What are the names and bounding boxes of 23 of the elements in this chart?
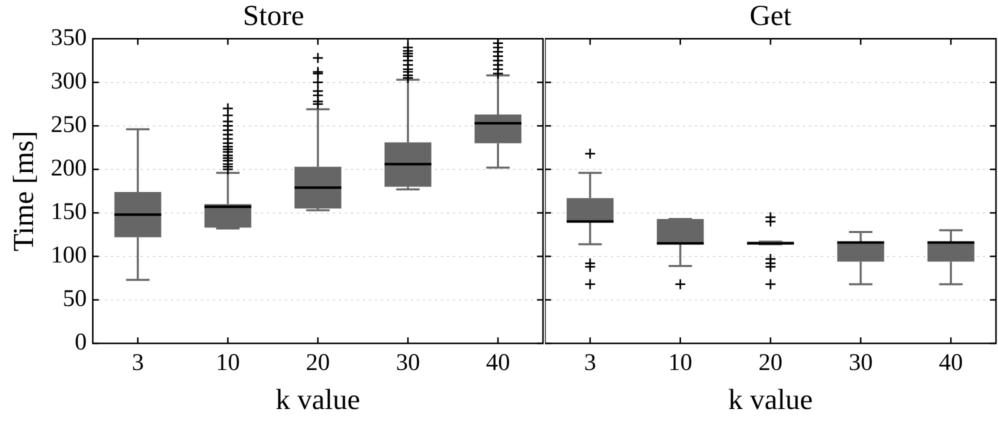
y-tick-label: 250 bbox=[50, 112, 87, 138]
x-tick-label: 40 bbox=[938, 350, 963, 376]
x-axis-title: k value bbox=[276, 384, 360, 416]
y-tick-label: 350 bbox=[50, 25, 87, 52]
x-tick-label: 30 bbox=[396, 350, 420, 376]
x-tick-label: 10 bbox=[668, 350, 692, 376]
y-tick-label: 100 bbox=[50, 242, 87, 269]
x-tick-label: 20 bbox=[306, 350, 330, 376]
x-tick-label: 3 bbox=[584, 350, 596, 376]
x-tick-label: 40 bbox=[486, 350, 510, 376]
x-tick-label: 3 bbox=[132, 350, 144, 376]
x-tick-label: 30 bbox=[848, 350, 873, 376]
chart-title: Get bbox=[750, 0, 792, 32]
y-tick-label: 150 bbox=[50, 199, 87, 226]
x-tick-label: 20 bbox=[758, 350, 782, 376]
y-axis-title: Time [ms] bbox=[8, 130, 40, 252]
y-tick-label: 300 bbox=[50, 68, 87, 95]
y-tick-label: 0 bbox=[74, 330, 87, 356]
y-tick-label: 50 bbox=[62, 286, 87, 312]
x-tick-label: 10 bbox=[216, 350, 240, 376]
chart-title: Store bbox=[242, 0, 304, 32]
x-axis-title: k value bbox=[728, 384, 813, 416]
y-tick-label: 200 bbox=[50, 156, 87, 182]
